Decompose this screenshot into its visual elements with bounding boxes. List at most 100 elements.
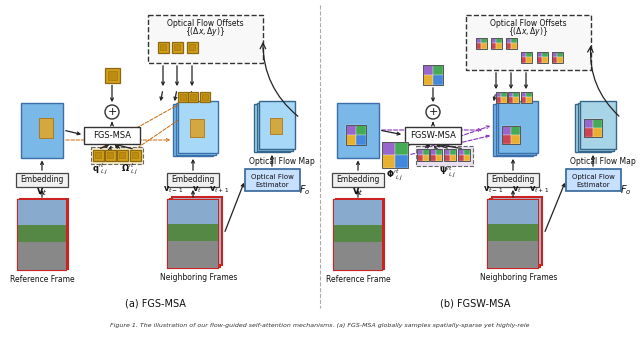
- FancyBboxPatch shape: [492, 197, 542, 265]
- FancyBboxPatch shape: [168, 200, 218, 231]
- FancyBboxPatch shape: [511, 37, 516, 43]
- FancyBboxPatch shape: [167, 173, 219, 187]
- FancyBboxPatch shape: [490, 198, 540, 267]
- Text: $\{(\Delta x, \Delta y)\}$: $\{(\Delta x, \Delta y)\}$: [508, 25, 548, 37]
- FancyBboxPatch shape: [346, 135, 356, 145]
- FancyBboxPatch shape: [464, 149, 470, 155]
- FancyBboxPatch shape: [490, 43, 496, 49]
- FancyBboxPatch shape: [495, 92, 501, 97]
- FancyBboxPatch shape: [566, 169, 621, 191]
- Text: Optical Flow Map: Optical Flow Map: [570, 157, 636, 166]
- Text: $\mathbf{\Psi}'^{t}_{i,j}$: $\mathbf{\Psi}'^{t}_{i,j}$: [439, 164, 457, 180]
- FancyBboxPatch shape: [520, 97, 526, 102]
- FancyBboxPatch shape: [506, 37, 511, 43]
- Text: Embedding: Embedding: [492, 176, 534, 184]
- FancyBboxPatch shape: [157, 41, 168, 53]
- Text: $\mathbf{v}_{t+1}$: $\mathbf{v}_{t+1}$: [529, 185, 549, 195]
- FancyBboxPatch shape: [356, 135, 366, 145]
- FancyBboxPatch shape: [464, 155, 470, 161]
- Text: (b) FGSW-MSA: (b) FGSW-MSA: [440, 298, 510, 308]
- FancyBboxPatch shape: [430, 155, 436, 161]
- FancyBboxPatch shape: [536, 57, 542, 62]
- FancyBboxPatch shape: [118, 152, 125, 158]
- FancyBboxPatch shape: [334, 200, 382, 232]
- FancyBboxPatch shape: [18, 200, 66, 232]
- FancyBboxPatch shape: [433, 75, 443, 85]
- FancyBboxPatch shape: [423, 75, 433, 85]
- FancyBboxPatch shape: [346, 125, 356, 135]
- FancyBboxPatch shape: [91, 147, 143, 164]
- Text: Optical Flow: Optical Flow: [572, 174, 614, 180]
- Circle shape: [105, 105, 119, 119]
- FancyBboxPatch shape: [490, 37, 496, 43]
- FancyBboxPatch shape: [21, 102, 63, 157]
- Text: $\mathbf{v}_{t-1}$: $\mathbf{v}_{t-1}$: [163, 185, 183, 195]
- FancyBboxPatch shape: [395, 142, 408, 155]
- FancyBboxPatch shape: [502, 126, 511, 135]
- FancyBboxPatch shape: [580, 101, 616, 149]
- Text: Embedding: Embedding: [20, 176, 64, 184]
- FancyBboxPatch shape: [542, 52, 547, 57]
- Text: Optical Flow: Optical Flow: [251, 174, 293, 180]
- Text: Figure 1. The illustration of our flow-guided self-attention mechanisms. (a) FGS: Figure 1. The illustration of our flow-g…: [110, 323, 530, 328]
- FancyBboxPatch shape: [269, 118, 282, 134]
- FancyBboxPatch shape: [488, 224, 538, 241]
- Text: $\mathbf{v}_t$: $\mathbf{v}_t$: [353, 186, 364, 198]
- FancyBboxPatch shape: [501, 92, 506, 97]
- FancyBboxPatch shape: [188, 92, 198, 102]
- FancyBboxPatch shape: [173, 104, 213, 156]
- Text: Neighboring Frames: Neighboring Frames: [160, 274, 237, 282]
- FancyBboxPatch shape: [501, 97, 506, 102]
- Text: FGS-MSA: FGS-MSA: [93, 130, 131, 140]
- FancyBboxPatch shape: [423, 155, 429, 161]
- FancyBboxPatch shape: [334, 200, 382, 270]
- FancyBboxPatch shape: [476, 43, 481, 49]
- FancyBboxPatch shape: [168, 224, 218, 241]
- FancyBboxPatch shape: [511, 43, 516, 49]
- Text: (a) FGS-MSA: (a) FGS-MSA: [125, 298, 186, 308]
- FancyBboxPatch shape: [95, 152, 101, 158]
- FancyBboxPatch shape: [495, 102, 536, 154]
- FancyBboxPatch shape: [513, 92, 518, 97]
- FancyBboxPatch shape: [593, 119, 602, 128]
- FancyBboxPatch shape: [18, 200, 66, 270]
- FancyBboxPatch shape: [186, 41, 198, 53]
- FancyBboxPatch shape: [481, 43, 486, 49]
- Text: $\mathbf{\Phi}'^{t}_{i,j}$: $\mathbf{\Phi}'^{t}_{i,j}$: [387, 167, 404, 183]
- Text: Optical Flow Map: Optical Flow Map: [249, 157, 315, 166]
- FancyBboxPatch shape: [18, 224, 66, 242]
- FancyBboxPatch shape: [520, 92, 526, 97]
- FancyBboxPatch shape: [104, 67, 120, 83]
- FancyBboxPatch shape: [498, 101, 538, 153]
- Text: $F_o$: $F_o$: [300, 183, 310, 197]
- FancyBboxPatch shape: [84, 126, 140, 144]
- Text: FGSW-MSA: FGSW-MSA: [410, 130, 456, 140]
- FancyBboxPatch shape: [481, 37, 486, 43]
- FancyBboxPatch shape: [487, 173, 539, 187]
- FancyBboxPatch shape: [356, 125, 366, 135]
- FancyBboxPatch shape: [244, 169, 300, 191]
- FancyBboxPatch shape: [178, 101, 218, 153]
- FancyBboxPatch shape: [520, 57, 526, 62]
- FancyBboxPatch shape: [18, 242, 66, 270]
- FancyBboxPatch shape: [430, 149, 436, 155]
- FancyBboxPatch shape: [584, 128, 593, 137]
- FancyBboxPatch shape: [93, 150, 104, 160]
- FancyBboxPatch shape: [488, 200, 538, 268]
- FancyBboxPatch shape: [476, 37, 481, 43]
- FancyBboxPatch shape: [488, 200, 538, 268]
- FancyBboxPatch shape: [458, 149, 464, 155]
- FancyBboxPatch shape: [433, 65, 443, 75]
- FancyBboxPatch shape: [108, 70, 116, 80]
- Text: $\mathbf{v}_t$: $\mathbf{v}_t$: [36, 186, 47, 198]
- FancyBboxPatch shape: [417, 149, 423, 155]
- Text: Embedding: Embedding: [172, 176, 214, 184]
- Text: +: +: [428, 107, 438, 117]
- FancyBboxPatch shape: [395, 155, 408, 168]
- FancyBboxPatch shape: [382, 155, 395, 168]
- FancyBboxPatch shape: [335, 199, 383, 269]
- FancyBboxPatch shape: [502, 135, 511, 144]
- FancyBboxPatch shape: [488, 241, 538, 268]
- Text: +: +: [108, 107, 116, 117]
- FancyBboxPatch shape: [172, 197, 222, 265]
